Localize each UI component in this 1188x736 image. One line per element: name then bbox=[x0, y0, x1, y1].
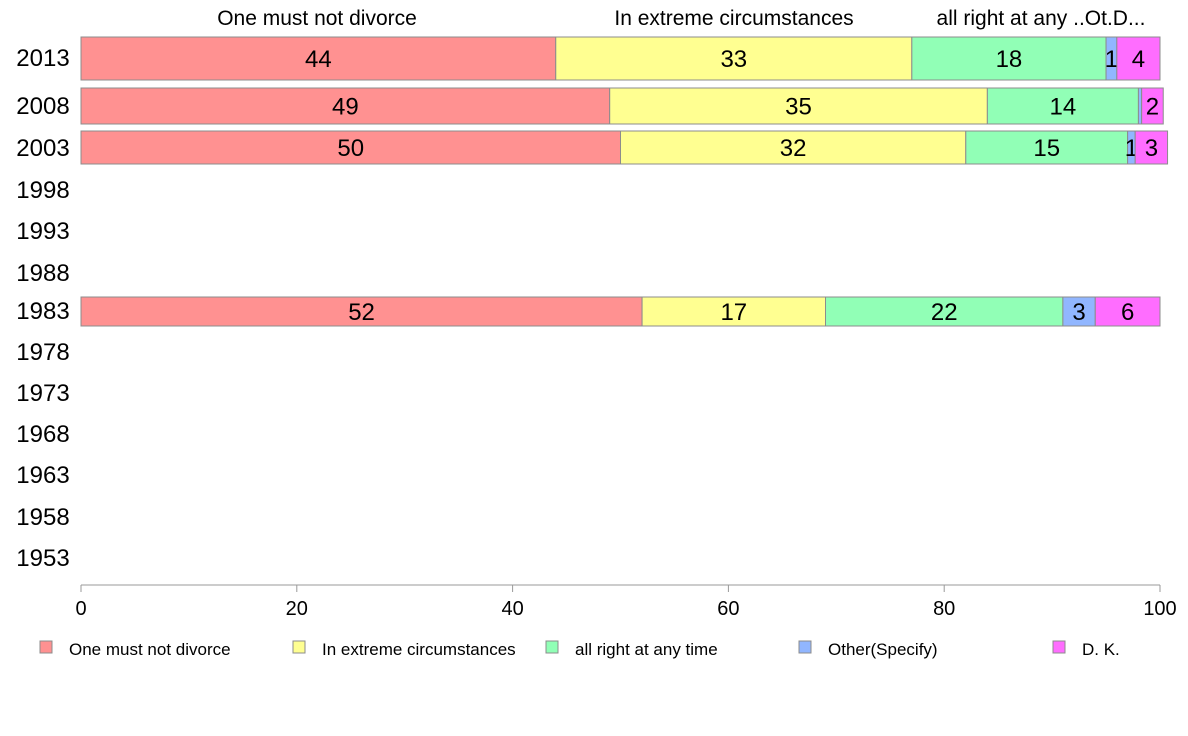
data-label: 35 bbox=[785, 94, 812, 121]
year-label: 1983 bbox=[16, 298, 69, 325]
x-tick-label: 80 bbox=[933, 598, 955, 620]
year-labels: 2013 2008 2003 1998 1993 1988 1983 1978 1973 1968… bbox=[16, 45, 69, 572]
year-label: 1963 bbox=[16, 462, 69, 489]
data-label: 52 bbox=[348, 299, 375, 326]
year-label: 1958 bbox=[16, 504, 69, 531]
legend-label: One must not divorce bbox=[69, 640, 231, 659]
legend-label: all right at any time bbox=[575, 640, 718, 659]
year-label: 1953 bbox=[16, 545, 69, 572]
bar-segment bbox=[1094, 296, 1161, 327]
data-label: 50 bbox=[337, 135, 364, 162]
data-label: 22 bbox=[931, 299, 958, 326]
bar-segment bbox=[620, 130, 967, 165]
x-tick-label: 100 bbox=[1143, 598, 1176, 620]
year-label: 2008 bbox=[16, 93, 69, 120]
year-label: 1973 bbox=[16, 380, 69, 407]
data-label: 32 bbox=[780, 135, 807, 162]
legend-label: Other(Specify) bbox=[828, 640, 938, 659]
legend-label: D. K. bbox=[1082, 640, 1120, 659]
legend-label: In extreme circumstances bbox=[322, 640, 516, 659]
bar-segment bbox=[1141, 87, 1164, 125]
bar-segment bbox=[825, 296, 1064, 327]
bar-segment bbox=[80, 130, 621, 165]
data-label: 44 bbox=[305, 46, 332, 73]
bar-segment bbox=[965, 130, 1129, 165]
bar-segment bbox=[911, 36, 1107, 81]
top-label: One must not divorce bbox=[217, 7, 417, 30]
x-tick-label: 60 bbox=[717, 598, 739, 620]
legend-swatch bbox=[39, 640, 53, 654]
bars: 44 33 18 1 449 35 14 250 32 15 1 352 17 22 3 6 bbox=[80, 36, 1169, 327]
data-label: 6 bbox=[1121, 299, 1134, 326]
bar-segment bbox=[80, 36, 557, 81]
year-label: 1993 bbox=[16, 218, 69, 245]
data-label: 2 bbox=[1146, 94, 1159, 121]
data-label: 49 bbox=[332, 94, 359, 121]
bar-segment bbox=[986, 87, 1139, 125]
year-label: 2003 bbox=[16, 135, 69, 162]
year-label: 1988 bbox=[16, 260, 69, 287]
legend-swatch bbox=[1052, 640, 1066, 654]
year-label: 2013 bbox=[16, 45, 69, 72]
data-label: 3 bbox=[1145, 135, 1158, 162]
data-label: 14 bbox=[1050, 94, 1077, 121]
data-label: 15 bbox=[1033, 135, 1060, 162]
bar-segment bbox=[1116, 36, 1161, 81]
legend-swatch bbox=[545, 640, 559, 654]
x-tick-label: 20 bbox=[286, 598, 308, 620]
bar-segment bbox=[1134, 130, 1169, 165]
year-label: 1978 bbox=[16, 339, 69, 366]
x-axis: 0 20 40 60 80 100 bbox=[75, 584, 1177, 620]
top-label: In extreme circumstances bbox=[614, 7, 853, 30]
top-label: all right at any ..Ot.D... bbox=[937, 7, 1146, 30]
x-tick-label: 0 bbox=[75, 598, 86, 620]
top-category-labels: One must not divorce In extreme circumsta… bbox=[217, 7, 1145, 30]
bar-segment bbox=[641, 296, 827, 327]
data-label: 33 bbox=[720, 46, 747, 73]
legend-swatch bbox=[292, 640, 306, 654]
data-label: 17 bbox=[720, 299, 747, 326]
data-label: 4 bbox=[1132, 46, 1145, 73]
legend-swatch bbox=[798, 640, 812, 654]
bar-segment bbox=[80, 296, 643, 327]
data-label: 3 bbox=[1072, 299, 1085, 326]
x-tick-label: 40 bbox=[501, 598, 523, 620]
bar-segment bbox=[555, 36, 913, 81]
year-label: 1968 bbox=[16, 421, 69, 448]
bar-segment bbox=[609, 87, 988, 125]
data-label: 1 bbox=[1105, 46, 1118, 73]
legend: One must not divorce In extreme circumsta… bbox=[39, 640, 1120, 659]
bar-segment bbox=[1062, 296, 1096, 327]
bar-segment bbox=[80, 87, 611, 125]
year-label: 1998 bbox=[16, 177, 69, 204]
data-label: 18 bbox=[996, 46, 1023, 73]
